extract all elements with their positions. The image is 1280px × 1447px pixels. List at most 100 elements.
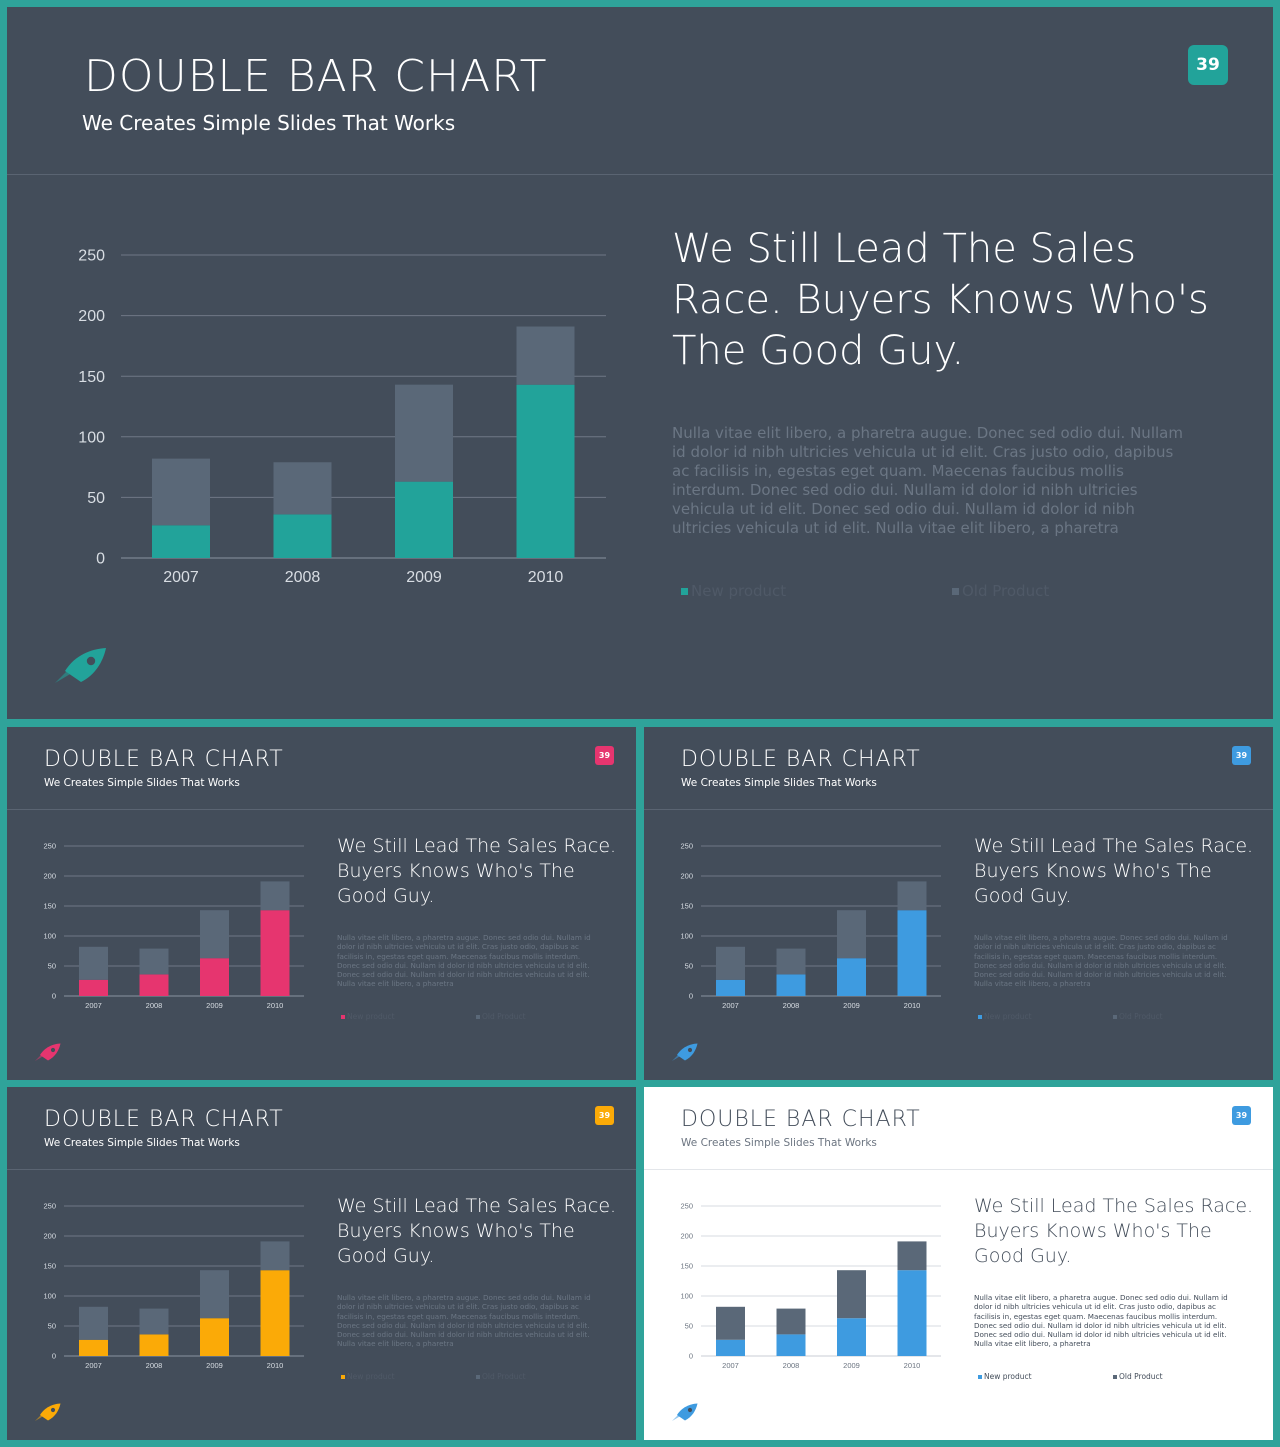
x-tick-label: 2008 xyxy=(285,569,321,586)
y-tick-label: 0 xyxy=(689,992,693,1001)
y-tick-label: 100 xyxy=(680,932,693,941)
rocket-window xyxy=(50,1047,56,1053)
y-tick-label: 200 xyxy=(43,1232,56,1241)
header-divider xyxy=(644,809,1273,810)
slide-title: DOUBLE BAR CHART xyxy=(84,51,548,102)
legend-new-product: New product xyxy=(978,1012,1032,1021)
legend-new-product: New product xyxy=(341,1012,395,1021)
x-tick-label: 2007 xyxy=(85,1001,102,1010)
slide-variant-orange[interactable]: DOUBLE BAR CHART We Creates Simple Slide… xyxy=(7,1087,636,1440)
rocket-body xyxy=(40,1043,61,1061)
rocket-body xyxy=(65,648,106,682)
legend-new-label: New product xyxy=(347,1372,395,1381)
slide-variant-light[interactable]: DOUBLE BAR CHART We Creates Simple Slide… xyxy=(644,1087,1273,1440)
slide-title: DOUBLE BAR CHART xyxy=(681,747,921,772)
bar-old-product xyxy=(776,948,806,975)
y-tick-label: 250 xyxy=(680,842,693,851)
bar-old-product xyxy=(897,881,927,911)
legend-old-swatch xyxy=(476,1015,480,1019)
bar-new-product xyxy=(516,384,575,558)
x-tick-label: 2010 xyxy=(267,1001,284,1010)
slide-main[interactable]: DOUBLE BAR CHART We Creates Simple Slide… xyxy=(7,7,1273,719)
bar-old-product xyxy=(716,1306,745,1340)
legend-new-swatch xyxy=(978,1375,982,1379)
legend-new-product: New product xyxy=(978,1372,1032,1381)
y-tick-label: 200 xyxy=(43,872,56,881)
rocket-shape xyxy=(672,1043,698,1061)
y-tick-label: 0 xyxy=(689,1352,693,1361)
bar-old-product xyxy=(716,946,745,980)
slide-number-badge: 39 xyxy=(595,746,614,765)
bar-old-product xyxy=(516,326,575,385)
rocket-body xyxy=(677,1043,698,1061)
y-tick-label: 250 xyxy=(680,1202,693,1211)
x-tick-label: 2009 xyxy=(206,1361,223,1370)
slide-number-badge: 39 xyxy=(1232,1106,1251,1125)
bar-old-product xyxy=(897,1241,927,1271)
bar-old-product xyxy=(260,881,290,911)
x-tick-label: 2007 xyxy=(163,569,199,586)
y-tick-label: 250 xyxy=(43,1202,56,1211)
bar-old-product xyxy=(837,910,866,959)
headline: We Still Lead The Sales Race. Buyers Kno… xyxy=(974,1195,1254,1267)
legend-new-label: New product xyxy=(984,1372,1032,1381)
slide-variant-pink[interactable]: DOUBLE BAR CHART We Creates Simple Slide… xyxy=(7,727,636,1080)
header-divider xyxy=(7,1169,636,1170)
slide-title: DOUBLE BAR CHART xyxy=(44,747,284,772)
bar-new-product xyxy=(776,1334,806,1356)
headline: We Still Lead The Sales Race. Buyers Kno… xyxy=(337,1195,617,1267)
x-tick-label: 2007 xyxy=(85,1361,102,1370)
x-tick-label: 2008 xyxy=(146,1361,163,1370)
legend-old-product: Old Product xyxy=(952,582,1049,600)
bar-new-product xyxy=(260,910,290,996)
y-tick-label: 150 xyxy=(78,369,105,386)
body-text: Nulla vitae elit libero, a pharetra augu… xyxy=(672,424,1183,537)
y-tick-label: 0 xyxy=(52,992,56,1001)
rocket-icon xyxy=(55,648,106,683)
rocket-shape xyxy=(35,1403,61,1421)
x-tick-label: 2008 xyxy=(783,1361,800,1370)
slide-variant-blue[interactable]: DOUBLE BAR CHART We Creates Simple Slide… xyxy=(644,727,1273,1080)
slide-number-badge: 39 xyxy=(1232,746,1251,765)
legend-new-swatch xyxy=(978,1015,982,1019)
rocket-shape xyxy=(55,648,106,683)
bar-old-product xyxy=(200,1270,229,1319)
rocket-icon xyxy=(672,1043,698,1061)
y-tick-label: 50 xyxy=(685,1322,693,1331)
bar-new-product xyxy=(897,1270,927,1356)
x-tick-label: 2010 xyxy=(904,1001,921,1010)
y-tick-label: 200 xyxy=(78,308,105,325)
legend-old-swatch xyxy=(476,1375,480,1379)
slide-title: DOUBLE BAR CHART xyxy=(44,1107,284,1132)
rocket-body xyxy=(677,1403,698,1421)
bar-new-product xyxy=(776,974,806,996)
bar-new-product xyxy=(79,1339,108,1356)
legend-new-swatch xyxy=(341,1015,345,1019)
bar-old-product xyxy=(837,1270,866,1319)
x-tick-label: 2009 xyxy=(843,1001,860,1010)
body-text: Nulla vitae elit libero, a pharetra augu… xyxy=(974,1293,1228,1349)
bar-old-product xyxy=(152,458,210,526)
bar-new-product xyxy=(260,1270,290,1356)
y-tick-label: 150 xyxy=(680,1262,693,1271)
bar-new-product xyxy=(837,958,866,996)
bar-new-product xyxy=(837,1318,866,1356)
y-tick-label: 100 xyxy=(43,932,56,941)
rocket-shape xyxy=(35,1043,61,1061)
bar-chart: 0 50 100 150 200 250 2007 2008 2009 2010 xyxy=(43,842,304,1010)
legend-new-label: New product xyxy=(347,1012,395,1021)
legend-old-product: Old Product xyxy=(476,1372,526,1381)
rocket-window xyxy=(50,1407,56,1413)
x-tick-label: 2007 xyxy=(722,1001,739,1010)
bar-chart: 0 50 100 150 200 250 2007 2008 2009 2010 xyxy=(78,248,606,586)
rocket-icon xyxy=(35,1043,61,1061)
y-tick-label: 0 xyxy=(96,551,105,568)
bar-chart: 0 50 100 150 200 250 2007 2008 2009 2010 xyxy=(680,842,941,1010)
rocket-window xyxy=(687,1407,693,1413)
y-tick-label: 100 xyxy=(78,429,105,446)
y-tick-label: 200 xyxy=(680,1232,693,1241)
bar-new-product xyxy=(139,974,169,996)
x-tick-label: 2009 xyxy=(843,1361,860,1370)
bar-new-product xyxy=(139,1334,169,1356)
legend-old-label: Old Product xyxy=(1119,1372,1163,1381)
